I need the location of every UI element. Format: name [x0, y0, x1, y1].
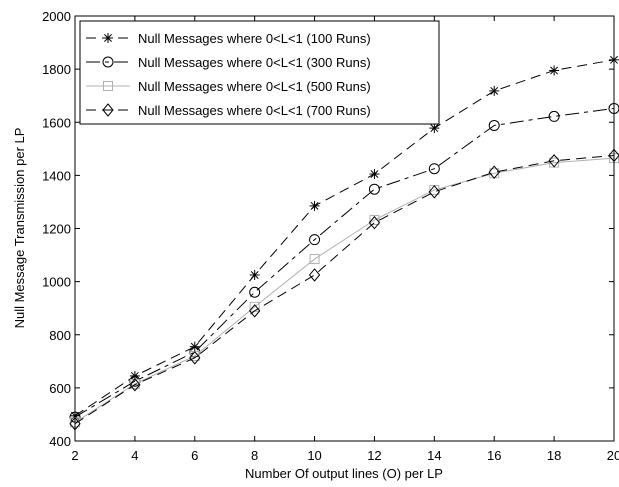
- legend-label: Null Messages where 0<L<1 (500 Runs): [138, 79, 371, 94]
- data-point: [428, 163, 440, 175]
- data-point: [308, 268, 321, 282]
- legend-item: Null Messages where 0<L<1 (500 Runs): [86, 79, 371, 94]
- legend-marker: [102, 103, 114, 117]
- legend-label: Null Messages where 0<L<1 (700 Runs): [138, 103, 371, 118]
- legend-item: Null Messages where 0<L<1 (300 Runs): [86, 55, 371, 70]
- legend: Null Messages where 0<L<1 (100 Runs) Null…: [79, 20, 440, 125]
- legend-box: [79, 20, 440, 125]
- series-line: [74, 59, 615, 417]
- y-tick-label: 400: [49, 434, 71, 449]
- data-point: [429, 123, 440, 134]
- series-layer: [69, 54, 619, 431]
- x-tick-label: 6: [191, 448, 198, 463]
- data-point: [309, 234, 321, 246]
- legend-item: Null Messages where 0<L<1 (700 Runs): [86, 103, 371, 118]
- data-point: [548, 153, 560, 168]
- legend-marker: [103, 33, 113, 43]
- x-tick-label: 18: [547, 448, 561, 463]
- data-point: [309, 200, 320, 211]
- legend-label: Null Messages where 0<L<1 (300 Runs): [138, 55, 371, 70]
- y-tick-label: 600: [49, 381, 71, 396]
- plot-frame: [74, 15, 615, 442]
- ticks-layer: 2 4 6 8 10 12 14 16 18 20 400 600 800 1000 1200 1400 160…: [42, 9, 619, 463]
- data-point: [548, 110, 560, 122]
- y-tick-label: 1200: [42, 222, 71, 237]
- data-point: [189, 351, 201, 365]
- series-line: [74, 157, 615, 423]
- x-tick-label: 20: [607, 448, 619, 463]
- legend-marker: [103, 81, 113, 91]
- x-tick-label: 10: [307, 448, 321, 463]
- x-tick-label: 16: [487, 448, 501, 463]
- y-tick-label: 2000: [42, 9, 71, 24]
- x-tick-label: 12: [367, 448, 381, 463]
- data-point: [488, 165, 500, 179]
- x-tick-label: 8: [251, 448, 258, 463]
- data-point: [309, 254, 320, 265]
- y-axis-label: Null Message Transmission per LP: [12, 128, 27, 329]
- x-tick-label: 4: [131, 448, 138, 463]
- series-line: [74, 107, 615, 418]
- data-point: [488, 119, 500, 131]
- legend-label: Null Messages where 0<L<1 (100 Runs): [138, 31, 371, 46]
- data-point: [129, 377, 141, 392]
- x-axis-label: Number Of output lines (O) per LP: [245, 466, 443, 481]
- x-tick-label: 14: [427, 448, 441, 463]
- series-line: [74, 154, 615, 425]
- data-point: [369, 215, 380, 225]
- data-point: [249, 269, 260, 280]
- y-tick-label: 1000: [42, 275, 71, 290]
- data-point: [249, 304, 261, 318]
- data-point: [368, 183, 380, 195]
- legend-items: Null Messages where 0<L<1 (100 Runs) Null…: [86, 31, 371, 118]
- data-point: [428, 185, 440, 199]
- y-tick-label: 800: [49, 328, 71, 343]
- data-point: [369, 169, 380, 180]
- data-point: [549, 65, 560, 76]
- y-tick-label: 1600: [42, 115, 71, 130]
- y-tick-label: 1800: [42, 62, 71, 77]
- data-point: [249, 286, 261, 298]
- x-tick-label: 2: [71, 448, 78, 463]
- y-tick-label: 1400: [42, 168, 71, 183]
- data-point: [489, 85, 500, 96]
- data-point: [368, 215, 381, 230]
- legend-item: Null Messages where 0<L<1 (100 Runs): [86, 31, 371, 46]
- legend-marker: [102, 56, 114, 68]
